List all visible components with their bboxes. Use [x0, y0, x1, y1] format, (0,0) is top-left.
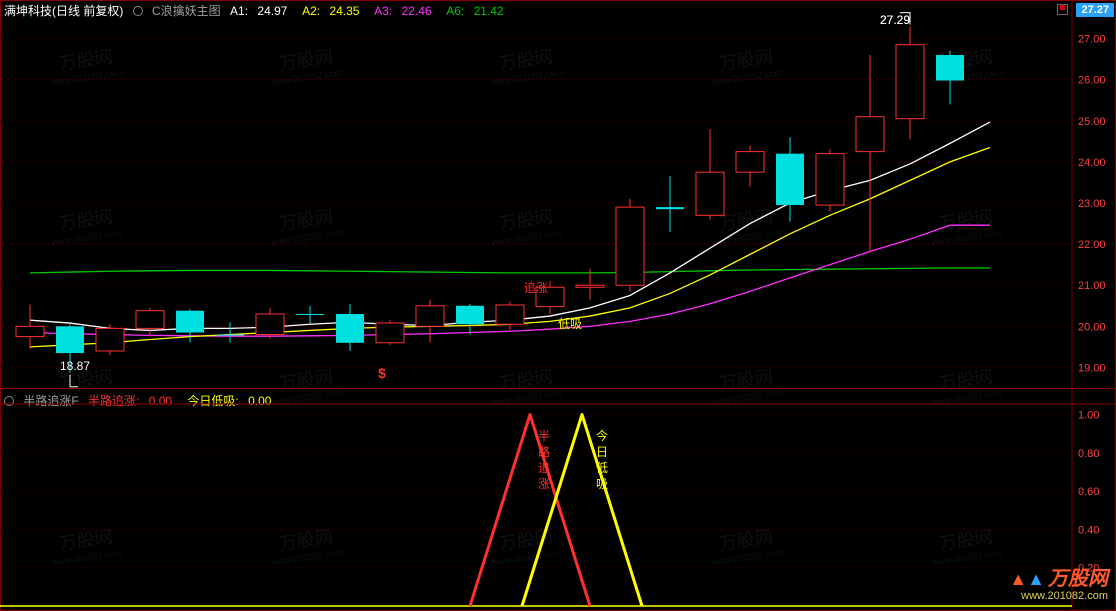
- svg-text:24.00: 24.00: [1078, 157, 1106, 169]
- svg-text:0.60: 0.60: [1078, 486, 1099, 498]
- svg-text:今日低吸: 今日低吸: [596, 428, 608, 491]
- chart-svg[interactable]: 19.00 20.00 21.00 22.00 23.00 24.00 25.00 26.00…: [0, 0, 1116, 611]
- svg-text:23.00: 23.00: [1078, 198, 1106, 210]
- svg-text:21.00: 21.00: [1078, 280, 1106, 292]
- svg-text:$: $: [378, 365, 386, 381]
- svg-text:19.00: 19.00: [1078, 362, 1106, 374]
- svg-text:0.80: 0.80: [1078, 448, 1099, 460]
- svg-text:26.00: 26.00: [1078, 75, 1106, 87]
- svg-text:追涨: 追涨: [524, 280, 548, 295]
- watermark-logo: ▲▲ 万股网 www.201082.com: [1009, 572, 1108, 603]
- root: 满坤科技(日线 前复权) C浪擒妖主图 A1: 24.97 A2: 24.35 …: [0, 0, 1116, 611]
- svg-text:1.00: 1.00: [1078, 410, 1099, 422]
- svg-text:0.40: 0.40: [1078, 524, 1099, 536]
- svg-text:低吸: 低吸: [558, 317, 582, 331]
- svg-text:27.29: 27.29: [880, 13, 910, 27]
- svg-text:25.00: 25.00: [1078, 116, 1106, 128]
- svg-text:22.00: 22.00: [1078, 239, 1106, 251]
- svg-text:20.00: 20.00: [1078, 321, 1106, 333]
- svg-text:18.87: 18.87: [60, 359, 90, 373]
- svg-text:27.00: 27.00: [1078, 34, 1106, 46]
